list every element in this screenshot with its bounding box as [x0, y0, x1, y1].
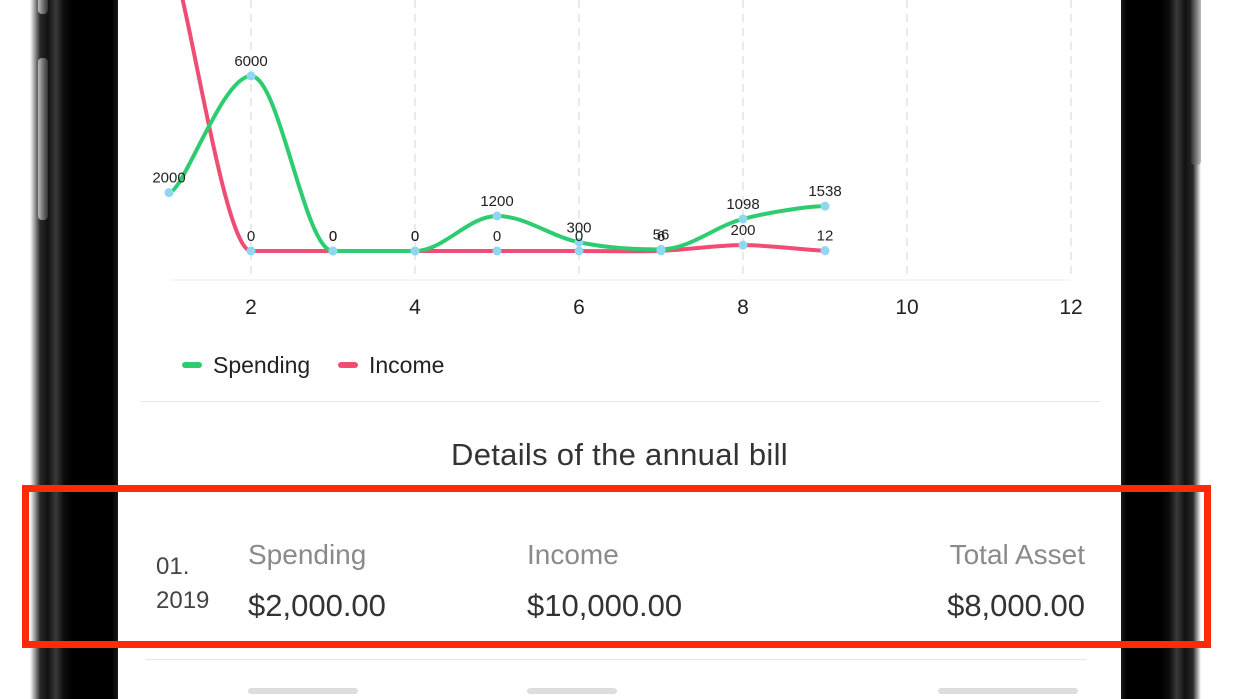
phone-bezel-left	[0, 0, 118, 699]
data-label-spending: 6000	[234, 53, 267, 70]
total-asset-label: Total Asset	[949, 539, 1085, 570]
data-label-income: 0	[493, 228, 501, 245]
bill-date: 01. 2019	[156, 550, 209, 618]
data-label-income: 12	[817, 228, 834, 245]
data-label-spending: 300	[566, 219, 591, 236]
data-label-income: 0	[575, 228, 583, 245]
x-tick-label: 2	[245, 296, 257, 319]
data-point-income[interactable]	[328, 246, 338, 256]
x-tick-label: 10	[895, 296, 918, 319]
chart-divider	[140, 401, 1101, 402]
data-label-spending: 2000	[152, 170, 185, 187]
total-asset-value: $8,000.00	[947, 588, 1085, 623]
x-tick-label: 12	[1059, 296, 1082, 319]
phone-power-button	[1191, 0, 1201, 165]
phone-bezel-right	[1121, 0, 1241, 699]
next-bill-row-partial	[118, 680, 1121, 699]
income-value: $10,000.00	[527, 588, 683, 623]
spending-label: Spending	[248, 539, 367, 570]
data-label-income: 0	[247, 228, 255, 245]
income-label: Income	[527, 539, 619, 570]
data-point-spending[interactable]	[492, 211, 502, 221]
data-point-spending[interactable]	[164, 188, 174, 198]
data-point-income[interactable]	[492, 246, 502, 256]
data-label-income: 0	[411, 228, 419, 245]
x-tick-label: 8	[737, 296, 749, 319]
legend-label: Spending	[213, 352, 310, 378]
section-title: Details of the annual bill	[451, 437, 788, 472]
bill-date-year: 2019	[156, 587, 210, 614]
data-label-income: 0	[329, 228, 337, 245]
data-label-spending: 0	[329, 228, 337, 245]
data-point-income[interactable]	[574, 246, 584, 256]
x-tick-label: 6	[573, 296, 585, 319]
series-line-income	[180, 0, 827, 254]
data-point-spending[interactable]	[820, 201, 830, 211]
data-point-spending[interactable]	[574, 237, 584, 247]
x-tick-label: 4	[409, 296, 421, 319]
phone-volume-button	[38, 58, 48, 220]
legend-swatch	[182, 362, 202, 368]
data-point-spending[interactable]	[738, 214, 748, 224]
legend-item-income[interactable]: Income	[338, 352, 444, 378]
legend-label: Income	[369, 352, 444, 378]
legend-swatch	[338, 362, 358, 368]
data-label-spending: 56	[653, 226, 670, 243]
legend-item-spending[interactable]: Spending	[182, 352, 310, 378]
phone-side-button-top	[38, 0, 48, 14]
data-label-income: 200	[730, 222, 755, 239]
data-label-spending: 1538	[808, 183, 841, 200]
data-label-spending: 0	[411, 228, 419, 245]
data-point-income[interactable]	[738, 240, 748, 250]
series-line-spending	[167, 73, 827, 254]
data-label-spending: 1098	[726, 196, 759, 213]
data-label-income: 6	[657, 228, 665, 245]
data-point-income[interactable]	[820, 246, 830, 256]
app-screen: 2000 6000 0 0 1200 300 56 1098 1538 0 0 0 0 0 6 200 12 2…	[118, 0, 1121, 699]
data-point-spending[interactable]	[246, 71, 256, 81]
data-point-income[interactable]	[656, 246, 666, 256]
row-divider	[146, 659, 1086, 660]
data-label-spending: 1200	[480, 193, 513, 210]
data-point-income[interactable]	[246, 246, 256, 256]
bill-row[interactable]: 01. 2019 Spending $2,000.00 Income $10,0…	[118, 520, 1121, 660]
data-point-income[interactable]	[410, 246, 420, 256]
bill-date-month: 01.	[156, 553, 190, 580]
spending-value: $2,000.00	[248, 588, 386, 623]
